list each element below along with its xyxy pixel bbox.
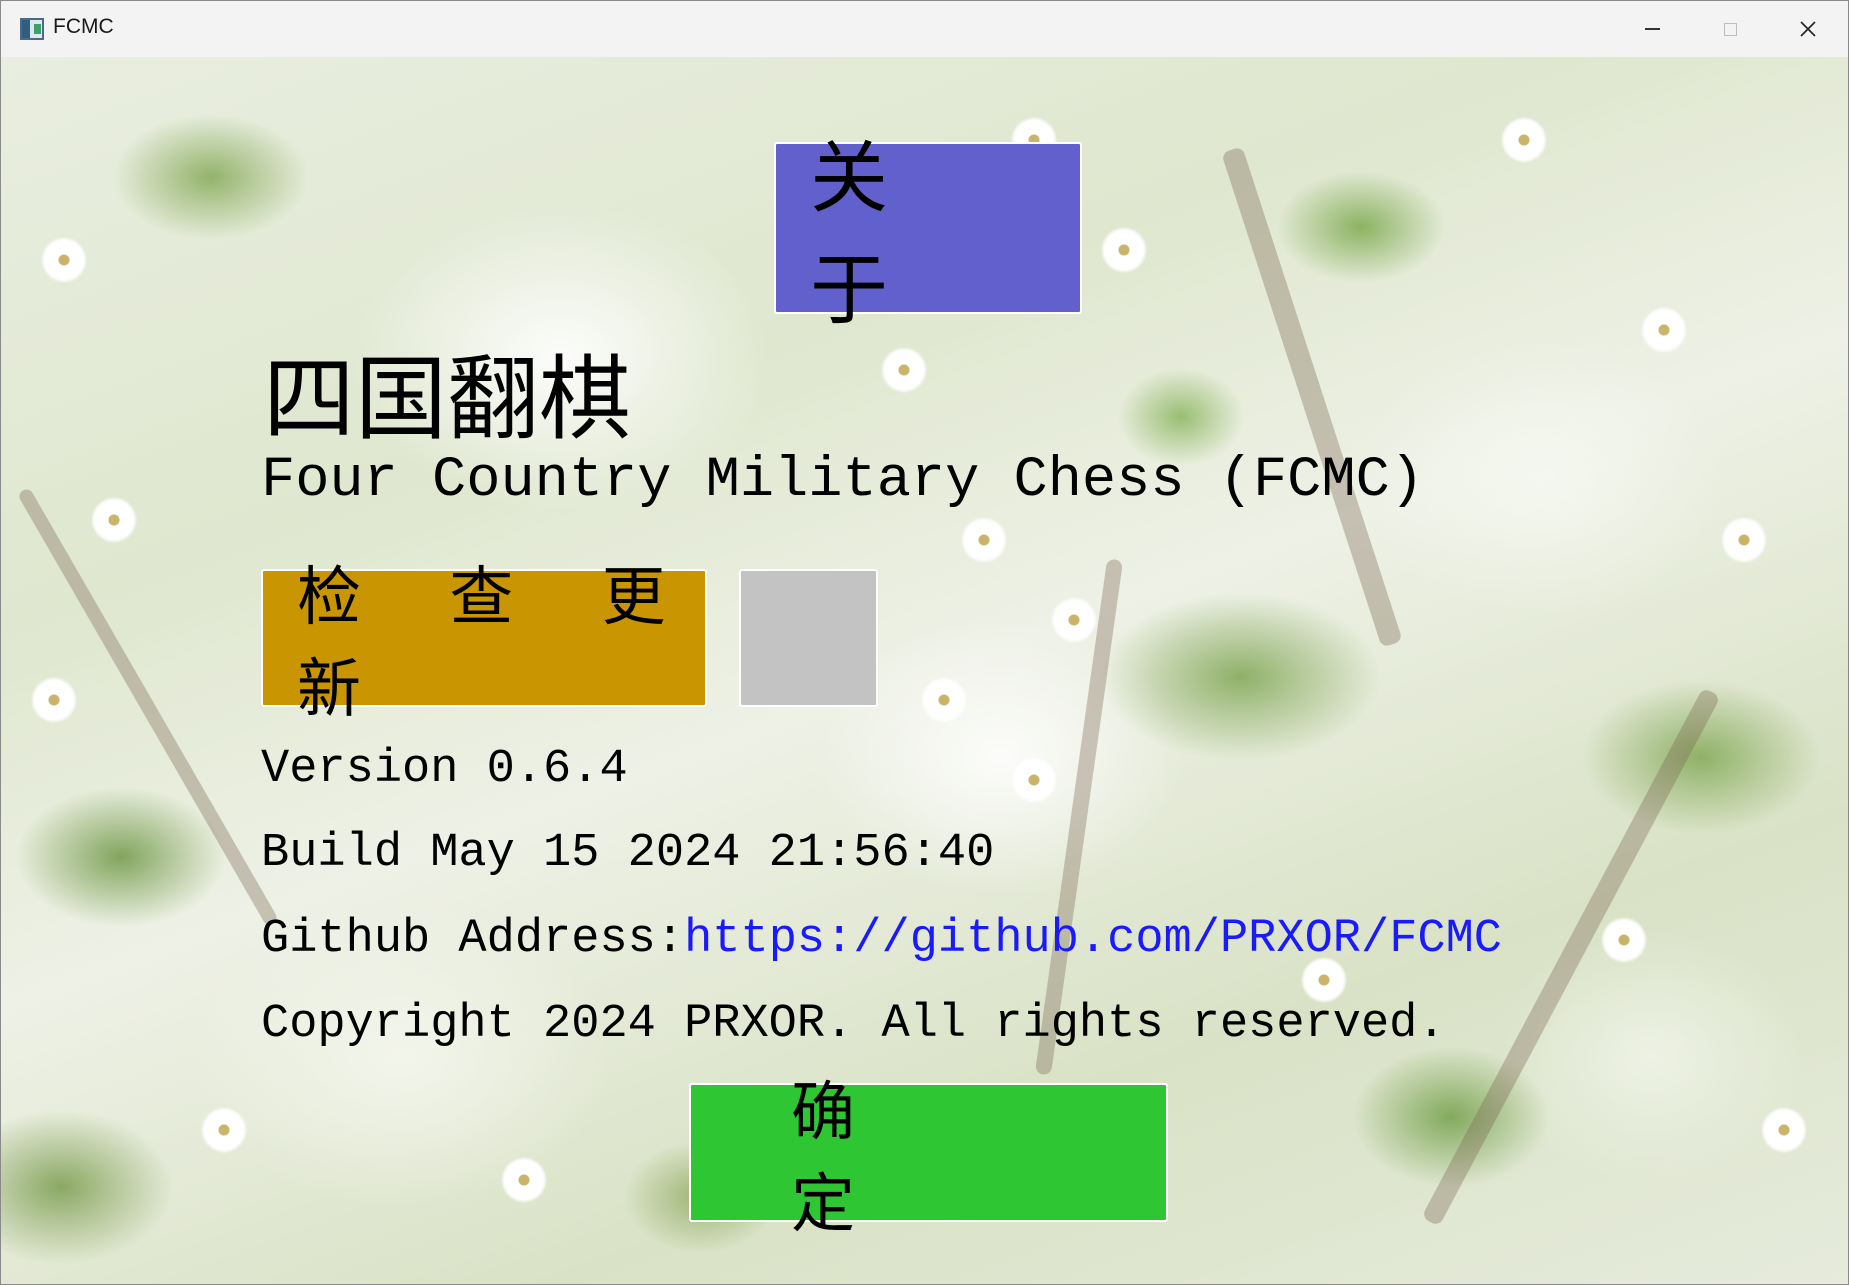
copyright-text: Copyright 2024 PRXOR. All rights reserve… (261, 998, 1446, 1051)
version-text: Version 0.6.4 (261, 743, 628, 796)
window-title: FCMC (53, 15, 114, 38)
fcmc-app-icon (20, 18, 44, 40)
minimize-icon (1644, 28, 1660, 30)
ok-button[interactable]: 确 定 (689, 1076, 1168, 1242)
check-update-button[interactable]: 检 查 更 新 (261, 561, 707, 727)
title-bar[interactable]: FCMC (1, 1, 1848, 58)
github-label: Github Address: (261, 913, 685, 966)
build-text: Build May 15 2024 21:56:40 (261, 827, 995, 880)
close-button[interactable] (1769, 1, 1847, 57)
app-english-title: Four Country Military Chess (FCMC) (261, 449, 1424, 513)
maximize-button[interactable] (1691, 1, 1769, 57)
github-address: Github Address:https://github.com/PRXOR/… (261, 913, 1502, 966)
update-status-square (739, 569, 878, 707)
about-button[interactable]: 关 于 (774, 134, 1082, 336)
app-chinese-title: 四国翻棋 (263, 346, 632, 453)
github-link[interactable]: https://github.com/PRXOR/FCMC (684, 913, 1503, 966)
maximize-icon (1723, 22, 1737, 36)
close-icon (1800, 21, 1816, 37)
minimize-button[interactable] (1613, 1, 1691, 57)
